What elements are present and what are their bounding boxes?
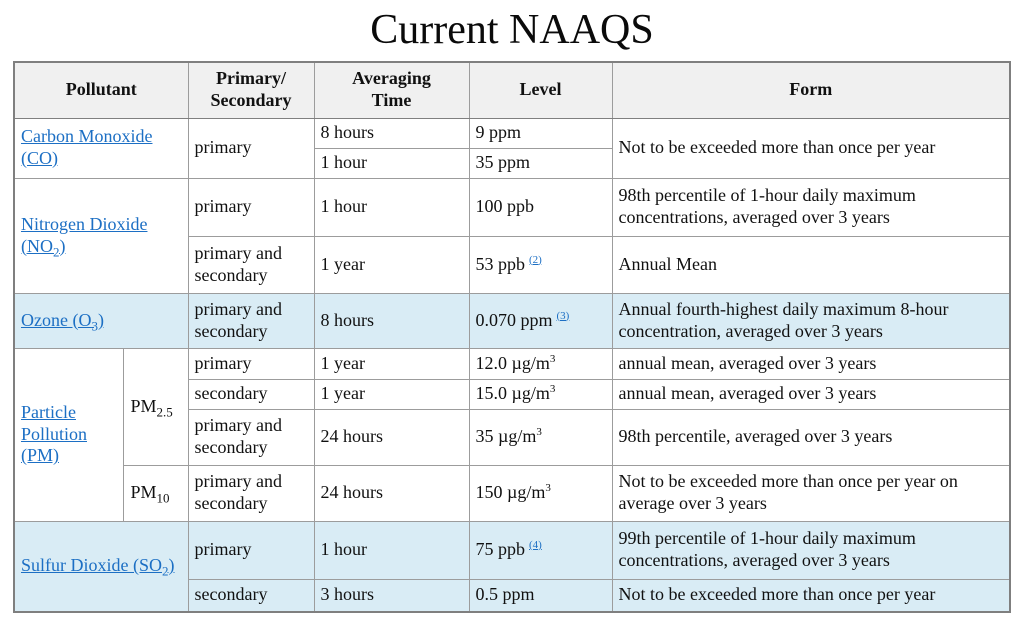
cell-no2-time-2: 1 year: [313, 235, 470, 294]
footnote-link-4[interactable]: (4): [529, 539, 542, 552]
cell-no2-level-1: 100 ppb: [468, 177, 613, 237]
cell-pm-level-1: 12.0 µg/m3: [468, 347, 613, 380]
cell-so2-pollutant: Sulfur Dioxide (SO2): [13, 520, 189, 613]
cell-pm25-label: PM2.5: [123, 347, 189, 466]
table-row: secondary 3 hours 0.5 ppm Not to be exce…: [14, 578, 1011, 613]
table-row: Particle Pollution (PM) PM2.5 primary 1 …: [13, 347, 1011, 522]
cell-no2-time-1: 1 hour: [313, 177, 470, 237]
table-row: Ozone (O3) primary and secondary 8 hours…: [13, 292, 1011, 349]
table-row: primary and secondary 24 hours 35 µg/m3 …: [14, 408, 1011, 466]
cell-pm-primary-secondary-2: secondary: [187, 378, 315, 410]
footnote-link-2[interactable]: (2): [529, 253, 542, 266]
header-primary-secondary: Primary/Secondary: [187, 61, 315, 119]
cell-co-level-2: 35 ppm: [468, 147, 613, 179]
header-pollutant: Pollutant: [13, 61, 189, 119]
cell-co-form: Not to be exceeded more than once per ye…: [611, 117, 1011, 179]
header-row: Pollutant Primary/Secondary Averaging Tim…: [13, 61, 1011, 119]
cell-so2-time-2: 3 hours: [313, 578, 470, 613]
cell-pm-level-4: 150 µg/m3: [468, 464, 613, 522]
cell-pm-form-2: annual mean, averaged over 3 years: [611, 378, 1011, 410]
cell-pm-time-1: 1 year: [313, 347, 470, 380]
table-row: 1 hour 35 ppm: [14, 147, 1010, 179]
table-row: primary and secondary 1 year 53 ppb (2) A…: [14, 235, 1011, 294]
cell-pm-form-3: 98th percentile, averaged over 3 years: [611, 408, 1011, 466]
cell-co-pollutant: Carbon Monoxide (CO): [13, 117, 189, 179]
cell-o3-primary-secondary: primary and secondary: [187, 292, 315, 349]
footnote-link-3[interactable]: (3): [556, 309, 570, 322]
cell-co-primary-secondary: primary: [187, 117, 315, 179]
cell-no2-pollutant: Nitrogen Dioxide (NO2): [13, 177, 189, 294]
header-level: Level: [468, 61, 613, 119]
cell-pm-form-4: Not to be exceeded more than once per ye…: [611, 464, 1011, 522]
cell-no2-primary-secondary-1: primary: [187, 177, 315, 237]
link-particle-pollution[interactable]: Particle Pollution (PM): [20, 401, 87, 466]
cell-co-time-1: 8 hours: [313, 117, 470, 149]
cell-no2-primary-secondary-2: primary and secondary: [187, 235, 315, 294]
cell-pm-time-3: 24 hours: [313, 408, 470, 466]
header-averaging-time: Averaging Time: [313, 61, 470, 119]
cell-no2-form-1: 98th percentile of 1-hour daily maximum …: [611, 177, 1011, 237]
page-title: Current NAAQS: [370, 7, 654, 53]
table-row: Carbon Monoxide (CO) primary 8 hours 9 p…: [13, 117, 1011, 179]
cell-pm-primary-secondary-3: primary and secondary: [187, 408, 315, 466]
cell-pm-pollutant: Particle Pollution (PM): [13, 347, 125, 522]
cell-co-time-2: 1 hour: [313, 147, 470, 179]
cell-pm-primary-secondary-4: primary and secondary: [187, 464, 315, 522]
cell-pm-form-1: annual mean, averaged over 3 years: [611, 347, 1011, 380]
table-row: PM10 primary and secondary 24 hours 150 …: [14, 464, 1011, 522]
cell-o3-time: 8 hours: [313, 292, 470, 349]
cell-o3-level: 0.070 ppm (3): [468, 292, 613, 349]
cell-pm-time-4: 24 hours: [313, 464, 470, 522]
table-row: Nitrogen Dioxide (NO2) primary 1 hour 10…: [13, 177, 1011, 294]
cell-pm-level-2: 15.0 µg/m3: [468, 378, 613, 410]
cell-so2-primary-secondary-1: primary: [187, 520, 315, 580]
cell-so2-form-2: Not to be exceeded more than once per ye…: [611, 578, 1011, 613]
cell-so2-level-2: 0.5 ppm: [468, 578, 613, 613]
cell-no2-form-2: Annual Mean: [611, 235, 1011, 294]
link-ozone[interactable]: Ozone (O3): [20, 309, 104, 334]
link-carbon-monoxide[interactable]: Carbon Monoxide (CO): [20, 126, 153, 168]
cell-so2-level-1: 75 ppb (4): [468, 520, 613, 580]
cell-so2-primary-secondary-2: secondary: [187, 578, 315, 613]
cell-no2-level-2: 53 ppb (2): [468, 235, 613, 294]
link-sulfur-dioxide[interactable]: Sulfur Dioxide (SO2): [20, 555, 175, 579]
cell-co-level-1: 9 ppm: [468, 117, 613, 149]
cell-pm10-label: PM10: [123, 464, 189, 522]
naaqs-table: Pollutant Primary/Secondary Averaging Tim…: [12, 61, 1011, 613]
table-row: Sulfur Dioxide (SO2) primary 1 hour 75 p…: [13, 520, 1011, 613]
cell-o3-form: Annual fourth-highest daily maximum 8-ho…: [611, 292, 1011, 349]
header-form: Form: [611, 61, 1011, 119]
cell-so2-time-1: 1 hour: [313, 520, 470, 580]
link-nitrogen-dioxide[interactable]: Nitrogen Dioxide (NO2): [20, 213, 148, 260]
cell-o3-pollutant: Ozone (O3): [13, 292, 189, 349]
cell-pm-primary-secondary-1: primary: [187, 347, 315, 380]
cell-pm-level-3: 35 µg/m3: [468, 408, 613, 466]
cell-pm-time-2: 1 year: [313, 378, 470, 410]
cell-so2-form-1: 99th percentile of 1-hour daily maximum …: [611, 520, 1011, 580]
